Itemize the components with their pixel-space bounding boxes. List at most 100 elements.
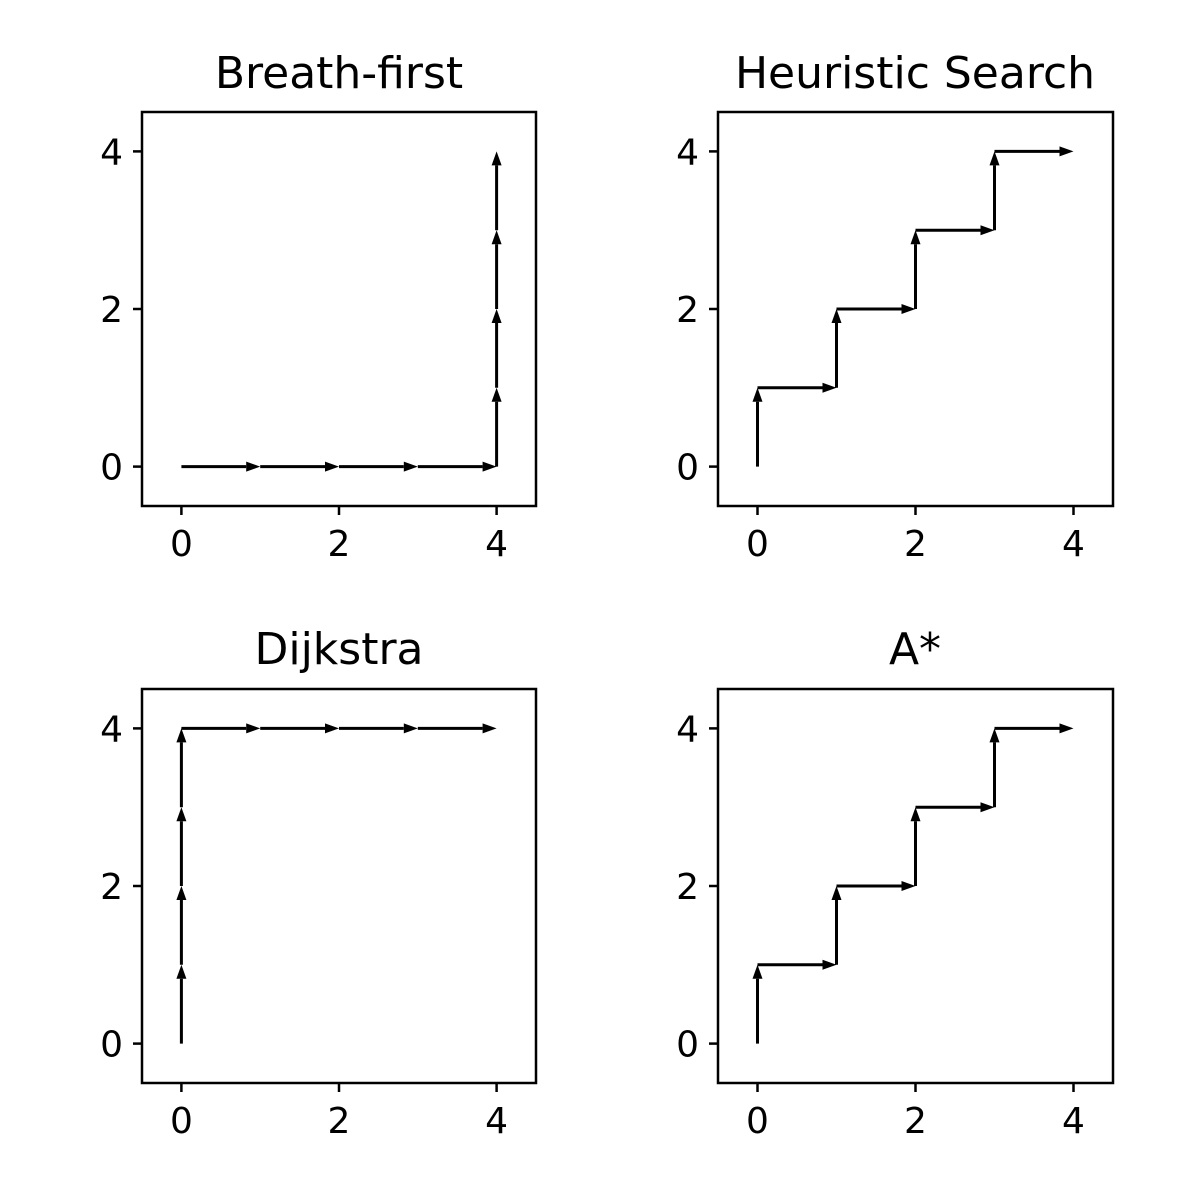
path-arrow (757, 382, 837, 393)
path-arrow (491, 387, 502, 467)
subplot-heuristic-search: Heuristic Search 0 2 4 0 2 4 (676, 48, 1115, 565)
y-tick-label: 4 (676, 709, 699, 750)
plot-frame (140, 687, 538, 1085)
arrow-head (176, 728, 187, 743)
arrow-head (910, 807, 921, 822)
arrow-head (980, 225, 995, 236)
arrow-head (1059, 146, 1074, 157)
path-arrow (994, 723, 1074, 734)
y-tick-label: 2 (100, 867, 123, 908)
arrow-layer (176, 723, 497, 1044)
path-arrow (836, 304, 916, 314)
arrow-head (752, 387, 763, 402)
arrow-head (325, 461, 339, 472)
arrow-head (980, 802, 995, 813)
subplot-title: Breath-first (215, 48, 463, 99)
arrow-head (482, 461, 497, 472)
path-arrow (260, 723, 339, 734)
path-arrow (176, 807, 187, 886)
x-tick-label: 0 (170, 524, 193, 565)
path-arrow (831, 309, 842, 388)
path-arrow (915, 225, 995, 236)
y-tick-label: 2 (676, 290, 699, 331)
arrow-head (491, 230, 502, 245)
x-tick-label: 2 (904, 1101, 927, 1142)
arrow-head (989, 728, 1000, 743)
path-arrow (915, 802, 995, 813)
x-tick-label: 4 (1062, 524, 1085, 565)
y-tick-label: 0 (676, 448, 699, 489)
path-arrow (752, 387, 763, 467)
subplot-a-star: A* 0 2 4 0 2 4 (676, 624, 1115, 1142)
arrow-head (752, 964, 763, 979)
y-tick-label: 4 (100, 709, 123, 750)
y-tick-label: 0 (100, 448, 123, 489)
x-axis: 0 2 4 (170, 1083, 508, 1142)
y-tick-label: 0 (100, 1025, 123, 1066)
subplot-dijkstra: Dijkstra 0 2 4 0 2 4 (100, 624, 538, 1142)
path-arrow (831, 886, 842, 965)
path-arrow (989, 151, 1000, 231)
arrow-head (1059, 723, 1074, 734)
path-arrow (752, 964, 763, 1044)
arrow-head (325, 723, 339, 734)
plot-frame (140, 110, 538, 508)
path-arrow (757, 959, 837, 970)
path-arrow (491, 309, 502, 388)
x-tick-label: 4 (1062, 1101, 1085, 1142)
path-arrow (176, 886, 187, 965)
x-tick-label: 2 (328, 524, 351, 565)
path-arrow (910, 230, 921, 309)
x-tick-label: 0 (170, 1101, 193, 1142)
path-arrow (994, 146, 1074, 157)
path-arrow (176, 964, 187, 1044)
arrow-layer (752, 146, 1074, 467)
y-tick-label: 2 (676, 867, 699, 908)
arrow-head (831, 309, 842, 323)
path-arrow (491, 151, 502, 231)
arrow-head (822, 959, 837, 970)
y-axis: 0 2 4 (100, 132, 142, 489)
subplot-title: Dijkstra (254, 624, 423, 675)
arrow-head (482, 723, 497, 734)
x-axis: 0 2 4 (746, 506, 1085, 565)
x-tick-label: 0 (746, 524, 769, 565)
subplot-title: A* (889, 624, 941, 675)
y-tick-label: 0 (676, 1025, 699, 1066)
y-axis: 0 2 4 (676, 709, 718, 1066)
subplot-breath-first: Breath-first 0 2 4 0 2 4 (100, 48, 538, 565)
path-arrow (339, 461, 418, 472)
x-tick-label: 4 (485, 524, 508, 565)
x-axis: 0 2 4 (170, 506, 508, 565)
arrow-head (246, 461, 261, 472)
arrow-head (246, 723, 261, 734)
subplot-title: Heuristic Search (735, 48, 1095, 99)
arrow-head (989, 151, 1000, 166)
path-arrow (989, 728, 1000, 808)
path-arrow (910, 807, 921, 886)
y-tick-label: 4 (100, 132, 123, 173)
x-axis: 0 2 4 (746, 1083, 1085, 1142)
x-tick-label: 4 (485, 1101, 508, 1142)
x-tick-label: 0 (746, 1101, 769, 1142)
arrow-head (822, 382, 837, 393)
arrow-head (403, 461, 418, 472)
path-arrow (491, 230, 502, 309)
arrow-layer (752, 723, 1074, 1044)
arrow-head (901, 304, 916, 314)
path-arrow (176, 728, 187, 808)
arrow-head (831, 886, 842, 900)
arrow-head (176, 807, 187, 822)
path-arrow (181, 461, 261, 472)
path-arrow (181, 723, 261, 734)
path-arrow (836, 881, 916, 891)
arrow-layer (181, 151, 502, 472)
y-tick-label: 4 (676, 132, 699, 173)
arrow-head (491, 387, 502, 402)
arrow-head (403, 723, 418, 734)
y-axis: 0 2 4 (100, 709, 142, 1066)
path-arrow (417, 461, 497, 472)
arrow-head (910, 230, 921, 245)
x-tick-label: 2 (328, 1101, 351, 1142)
